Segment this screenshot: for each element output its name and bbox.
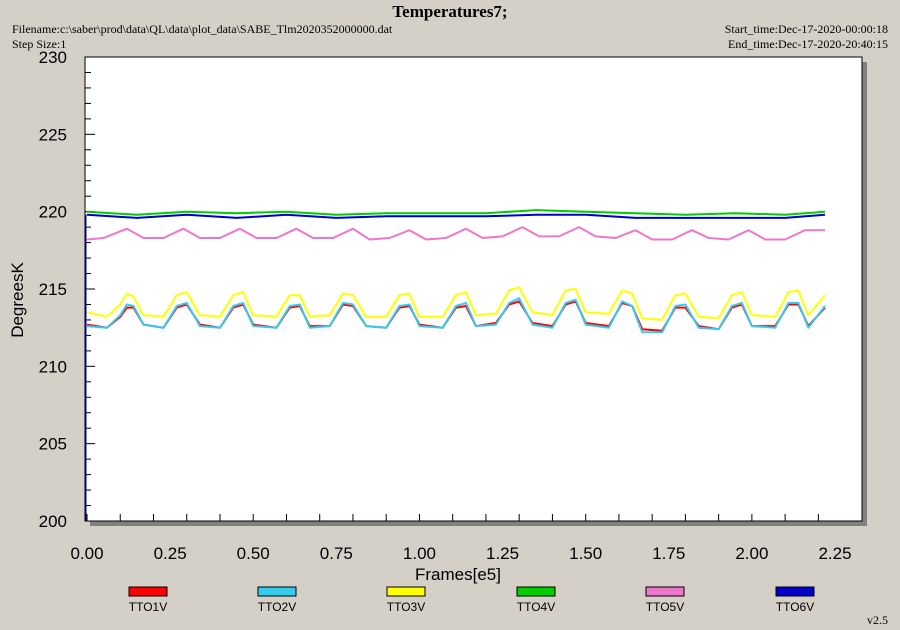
start-time-label: Start_time:Dec-17-2020-00:00:18 [724, 22, 888, 36]
y-tick-label: 205 [39, 435, 67, 454]
legend-label-tto6v: TTO6V [776, 600, 814, 614]
y-tick-label: 210 [39, 357, 67, 376]
y-tick-label: 200 [39, 512, 67, 531]
version-label: v2.5 [867, 613, 888, 627]
y-tick-label: 225 [39, 125, 67, 144]
x-tick-label: 0.50 [237, 544, 270, 563]
legend-swatch-tto1v [128, 586, 168, 597]
x-tick-label: 0.25 [154, 544, 187, 563]
y-tick-label: 220 [39, 203, 67, 222]
y-tick-label: 230 [39, 48, 67, 67]
x-axis-label: Frames[e5] [415, 565, 501, 584]
end-time-label: End_time:Dec-17-2020-20:40:15 [728, 37, 888, 51]
x-tick-label: 2.00 [735, 544, 768, 563]
chart-title: Temperatures7; [392, 2, 508, 21]
series-line-tto2v [86, 297, 826, 334]
y-tick-label: 215 [39, 280, 67, 299]
legend-label-tto4v: TTO4V [517, 600, 555, 614]
step-size-label: Step Size:1 [12, 37, 67, 51]
plot-area [84, 56, 863, 522]
series-line-tto5v [86, 226, 825, 241]
series-line-tto6v [86, 213, 826, 219]
legend-label-tto1v: TTO1V [129, 600, 167, 614]
x-tick-label: 1.50 [569, 544, 602, 563]
legend-label-tto3v: TTO3V [387, 600, 425, 614]
legend-swatch-tto4v [516, 586, 556, 597]
x-tick-label: 1.25 [486, 544, 519, 563]
legend-label-tto2v: TTO2V [258, 600, 296, 614]
y-axis-label: DegreesK [8, 262, 27, 338]
x-tick-label: 2.25 [818, 544, 851, 563]
legend-swatch-tto3v [386, 586, 426, 597]
legend-swatch-tto5v [645, 586, 685, 597]
legend-label-tto5v: TTO5V [646, 600, 684, 614]
x-tick-label: 0.00 [70, 544, 103, 563]
x-tick-label: 0.75 [320, 544, 353, 563]
filename-label: Filename:c:\saber\prod\data\QL\data\plot… [12, 22, 393, 36]
series-line-tto4v [86, 209, 826, 216]
series-line-tto3v [86, 286, 826, 321]
legend-swatch-tto6v [775, 586, 815, 597]
x-tick-label: 1.75 [652, 544, 685, 563]
legend-swatch-tto2v [257, 586, 297, 597]
x-tick-label: 1.00 [403, 544, 436, 563]
